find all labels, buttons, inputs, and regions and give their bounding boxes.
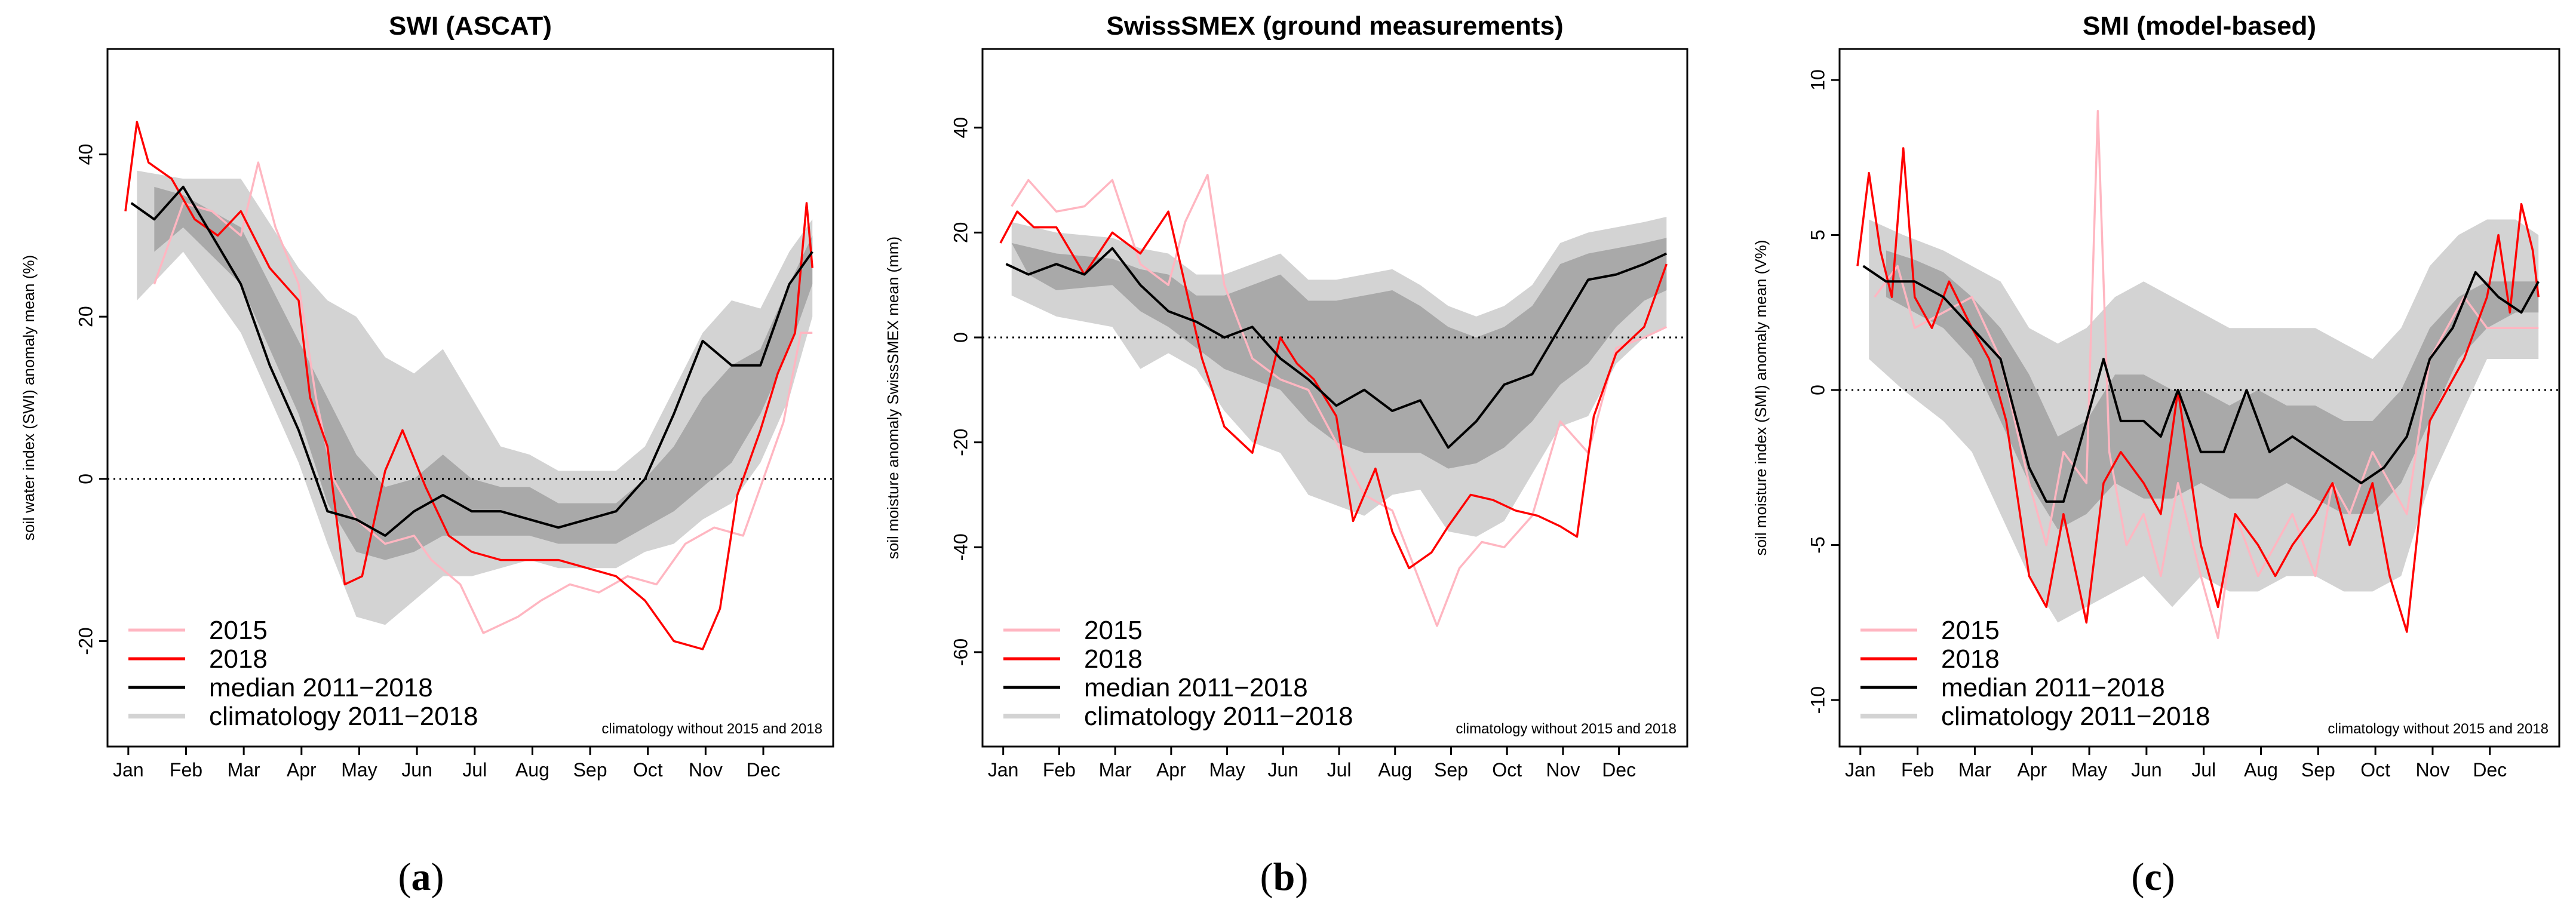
y-tick-label: -10 (1807, 686, 1828, 714)
y-tick-label: 0 (950, 332, 971, 343)
x-tick-label: Aug (2244, 759, 2278, 781)
x-tick-label: Aug (515, 759, 549, 781)
x-tick-label: Feb (170, 759, 202, 781)
climatology-note: climatology without 2015 and 2018 (601, 721, 822, 737)
x-tick-label: Jan (113, 759, 144, 781)
median-line (130, 185, 813, 537)
x-tick-label: Jun (1268, 759, 1299, 781)
y-axis-label: soil moisture anomaly SwissSMEX mean (mm… (884, 237, 902, 559)
x-tick-label: Mar (1958, 759, 1991, 781)
x-tick-label: Nov (2415, 759, 2449, 781)
climatology-inner-band (1886, 250, 2539, 530)
y-tick-label: -20 (950, 429, 971, 456)
median-line (1005, 247, 1668, 449)
panel-caption: (c) (2131, 855, 2175, 899)
x-tick-label: Dec (1602, 759, 1636, 781)
legend-label: median 2011−2018 (1941, 673, 2165, 702)
y-tick-label: -40 (950, 533, 971, 561)
x-tick-label: Feb (1043, 759, 1076, 781)
x-tick-label: Mar (1099, 759, 1132, 781)
chart-panel-c: SMI (model-based) -10 -5 0 5 10 Jan Feb Mar Apr Ma… (1752, 11, 2560, 899)
x-tick-label: May (2071, 759, 2107, 781)
series-2015-line (1011, 174, 1668, 627)
legend-label: 2015 (1084, 616, 1143, 645)
x-tick-label: May (1209, 759, 1245, 781)
x-tick-label: May (341, 759, 377, 781)
x-tick-label: Jan (988, 759, 1019, 781)
series-2018-line (999, 210, 1668, 570)
x-tick-label: Dec (2473, 759, 2507, 781)
x-tick-label: Jul (1327, 759, 1352, 781)
y-tick-label: 0 (75, 474, 96, 484)
chart-title: SwissSMEX (ground measurements) (1106, 11, 1563, 41)
x-tick-label: Apr (2017, 759, 2047, 781)
legend-label: median 2011−2018 (1084, 673, 1308, 702)
climatology-inner-band (1011, 238, 1667, 469)
y-tick-label: 40 (950, 117, 971, 139)
plot-frame (981, 48, 1688, 748)
x-tick-label: Nov (1546, 759, 1580, 781)
y-tick-label: 10 (1807, 69, 1828, 91)
chart-title: SMI (model-based) (2083, 11, 2316, 41)
chart-title: SWI (ASCAT) (389, 11, 552, 41)
x-tick-label: Apr (287, 759, 317, 781)
climatology-note: climatology without 2015 and 2018 (2328, 721, 2549, 737)
chart-panel-b: SwissSMEX (ground measurements) -60 -40 -20… (884, 11, 1688, 899)
y-tick-label: -20 (75, 627, 96, 655)
x-tick-label: Nov (689, 759, 723, 781)
x-tick-label: Oct (1492, 759, 1522, 781)
x-tick-label: Aug (1378, 759, 1412, 781)
x-tick-label: Dec (747, 759, 781, 781)
legend-label: median 2011−2018 (209, 673, 433, 702)
y-tick-label: -5 (1807, 536, 1828, 553)
legend-label: climatology 2011−2018 (1084, 702, 1353, 731)
x-tick-label: Jul (2191, 759, 2216, 781)
series-2015-line (1874, 110, 2539, 640)
y-tick-label: 5 (1807, 230, 1828, 241)
y-tick-label: 20 (950, 222, 971, 244)
x-tick-label: Sep (573, 759, 607, 781)
median-line (1862, 265, 2540, 503)
x-tick-label: Sep (1434, 759, 1468, 781)
panel-caption: (a) (398, 855, 444, 899)
series-2015-line (153, 161, 813, 634)
climatology-note: climatology without 2015 and 2018 (1456, 721, 1677, 737)
legend-label: climatology 2011−2018 (1941, 702, 2210, 731)
legend-label: climatology 2011−2018 (209, 702, 478, 731)
climatology-inner-band (154, 186, 813, 560)
y-tick-label: 0 (1807, 385, 1828, 395)
y-axis-label: soil moisture index (SMI) anomaly mean (… (1752, 240, 1770, 556)
x-tick-label: Jul (462, 759, 487, 781)
legend-label: 2018 (1084, 644, 1143, 674)
y-axis-label: soil water index (SWI) anomaly mean (%) (20, 255, 38, 541)
panel-caption: (b) (1260, 855, 1309, 899)
y-tick-label: 40 (75, 144, 96, 165)
legend-label: 2015 (209, 616, 268, 645)
x-tick-label: Oct (2360, 759, 2390, 781)
x-tick-label: Mar (228, 759, 260, 781)
plot-frame (1838, 48, 2560, 748)
plot-frame (106, 48, 834, 748)
x-tick-label: Jun (2131, 759, 2162, 781)
x-tick-label: Feb (1901, 759, 1934, 781)
chart-panel-a: SWI (ASCAT) -20 0 20 40 Jan Feb Mar Apr May Jun Jul… (20, 11, 834, 899)
x-tick-label: Jan (1845, 759, 1876, 781)
y-tick-label: -60 (950, 638, 971, 666)
legend-label: 2018 (209, 644, 268, 674)
y-tick-label: 20 (75, 306, 96, 327)
series-2018-line (124, 121, 813, 650)
x-tick-label: Sep (2301, 759, 2335, 781)
x-tick-label: Apr (1156, 759, 1186, 781)
x-tick-label: Oct (633, 759, 663, 781)
legend-label: 2018 (1941, 644, 2000, 674)
legend-label: 2015 (1941, 616, 2000, 645)
series-2018-line (1856, 147, 2540, 633)
x-tick-label: Jun (401, 759, 432, 781)
